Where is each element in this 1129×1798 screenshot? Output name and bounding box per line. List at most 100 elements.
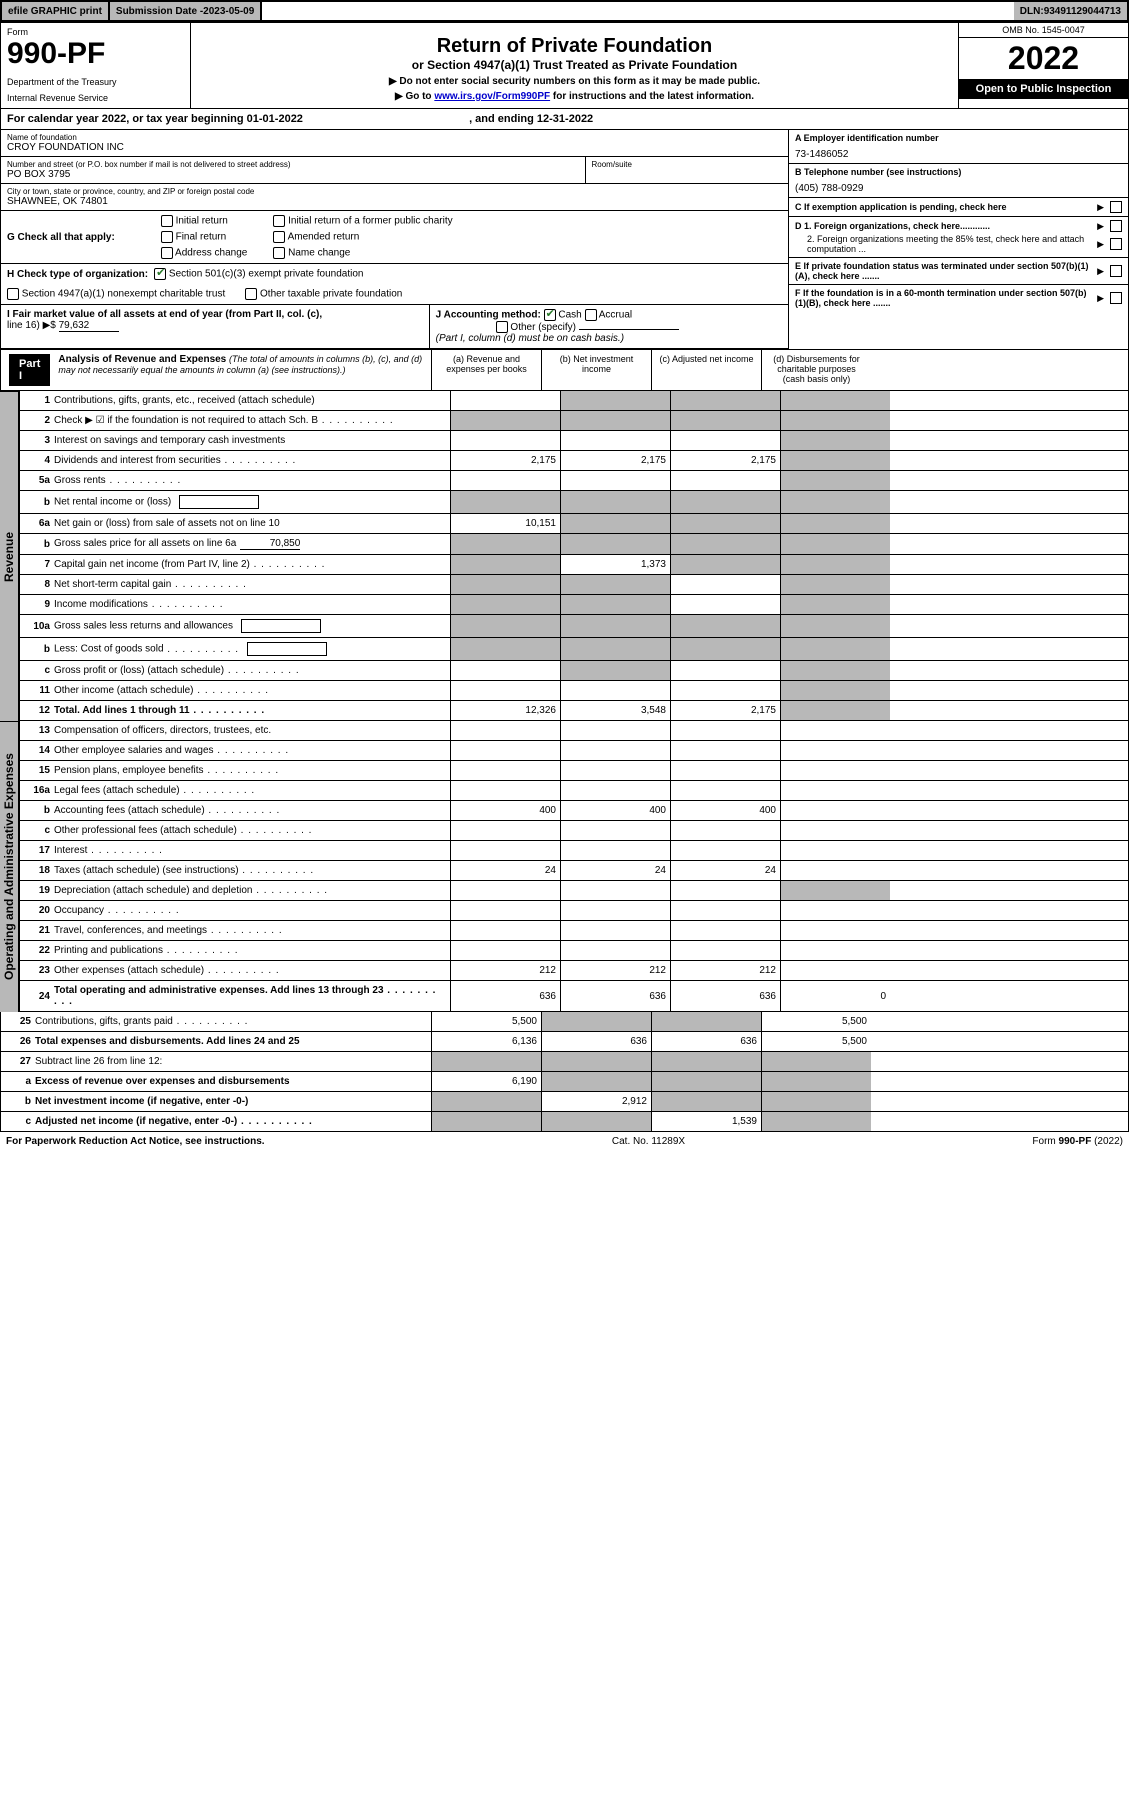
cb-accrual[interactable] — [585, 309, 597, 321]
addr-label: Number and street (or P.O. box number if… — [7, 160, 579, 169]
cb-60month[interactable] — [1110, 292, 1122, 304]
line-22: 22Printing and publications — [19, 941, 1129, 961]
cb-initial-former[interactable] — [273, 215, 285, 227]
cb-final-return[interactable] — [161, 231, 173, 243]
header-right: OMB No. 1545-0047 2022 Open to Public In… — [958, 23, 1128, 108]
dept-treasury: Department of the Treasury — [7, 77, 184, 87]
info-grid: Name of foundation CROY FOUNDATION INC N… — [0, 130, 1129, 350]
paperwork-notice: For Paperwork Reduction Act Notice, see … — [6, 1136, 265, 1147]
line-c: cAdjusted net income (if negative, enter… — [0, 1112, 1129, 1132]
col-d-header: (d) Disbursements for charitable purpose… — [761, 350, 871, 390]
g-label: G Check all that apply: — [7, 232, 115, 243]
line-14: 14Other employee salaries and wages — [19, 741, 1129, 761]
line-9: 9Income modifications — [19, 595, 1129, 615]
cb-amended-return[interactable] — [273, 231, 285, 243]
cb-foreign-org[interactable] — [1110, 220, 1122, 232]
part1-title: Analysis of Revenue and Expenses — [58, 354, 226, 365]
d2-label: 2. Foreign organizations meeting the 85%… — [795, 234, 1091, 254]
info-right: A Employer identification number 73-1486… — [788, 130, 1128, 349]
header-mid: Return of Private Foundation or Section … — [191, 23, 958, 108]
name-label: Name of foundation — [7, 133, 782, 142]
cb-name-change[interactable] — [273, 247, 285, 259]
irs-link[interactable]: www.irs.gov/Form990PF — [434, 91, 550, 102]
cb-4947[interactable] — [7, 288, 19, 300]
f-label: F If the foundation is in a 60-month ter… — [795, 288, 1091, 308]
header-left: Form 990-PF Department of the Treasury I… — [1, 23, 191, 108]
e-label: E If private foundation status was termi… — [795, 261, 1091, 281]
j-note: (Part I, column (d) must be on cash basi… — [436, 333, 624, 344]
topbar: efile GRAPHIC print Submission Date - 20… — [0, 0, 1129, 22]
foundation-name: CROY FOUNDATION INC — [7, 142, 782, 153]
cb-status-terminated[interactable] — [1110, 265, 1122, 277]
ij-row: I Fair market value of all assets at end… — [1, 305, 788, 349]
goto-note: ▶ Go to www.irs.gov/Form990PF for instru… — [203, 91, 946, 102]
line-b: bAccounting fees (attach schedule)400400… — [19, 801, 1129, 821]
line-19: 19Depreciation (attach schedule) and dep… — [19, 881, 1129, 901]
line-8: 8Net short-term capital gain — [19, 575, 1129, 595]
line-6a: 6aNet gain or (loss) from sale of assets… — [19, 514, 1129, 534]
cat-number: Cat. No. 11289X — [612, 1136, 685, 1147]
address: PO BOX 3795 — [7, 169, 579, 180]
line-11: 11Other income (attach schedule) — [19, 681, 1129, 701]
j-label: J Accounting method: — [436, 310, 541, 321]
ein-value: 73-1486052 — [795, 143, 1122, 160]
form-number: 990-PF — [7, 37, 184, 71]
irs-label: Internal Revenue Service — [7, 93, 184, 103]
i-fmv-value: 79,632 — [59, 320, 119, 332]
city-state-zip: SHAWNEE, OK 74801 — [7, 196, 782, 207]
expenses-section: Operating and Administrative Expenses 13… — [0, 721, 1129, 1012]
line-a: aExcess of revenue over expenses and dis… — [0, 1072, 1129, 1092]
cb-exemption-pending[interactable] — [1110, 201, 1122, 213]
ein-label: A Employer identification number — [795, 133, 1122, 143]
part1-label: Part I — [9, 354, 50, 386]
h-check-row: H Check type of organization: Section 50… — [1, 264, 788, 305]
line-7: 7Capital gain net income (from Part IV, … — [19, 555, 1129, 575]
tel-value: (405) 788-0929 — [795, 177, 1122, 194]
line-b: bGross sales price for all assets on lin… — [19, 534, 1129, 555]
form-subtitle: or Section 4947(a)(1) Trust Treated as P… — [203, 58, 946, 72]
line-18: 18Taxes (attach schedule) (see instructi… — [19, 861, 1129, 881]
c-label: C If exemption application is pending, c… — [795, 202, 1091, 212]
ssn-note: ▶ Do not enter social security numbers o… — [203, 76, 946, 87]
cb-501c3[interactable] — [154, 268, 166, 280]
info-left: Name of foundation CROY FOUNDATION INC N… — [1, 130, 788, 349]
cb-initial-return[interactable] — [161, 215, 173, 227]
line-15: 15Pension plans, employee benefits — [19, 761, 1129, 781]
efile-print: efile GRAPHIC print — [2, 2, 110, 20]
line-26: 26Total expenses and disbursements. Add … — [0, 1032, 1129, 1052]
i-label: I Fair market value of all assets at end… — [7, 309, 322, 320]
form-label: Form — [7, 27, 184, 37]
line-27: 27Subtract line 26 from line 12: — [0, 1052, 1129, 1072]
cb-other-taxable[interactable] — [245, 288, 257, 300]
line-25: 25Contributions, gifts, grants paid5,500… — [0, 1012, 1129, 1032]
i-line16: line 16) ▶$ — [7, 320, 59, 331]
room-label: Room/suite — [592, 160, 783, 169]
revenue-side-label: Revenue — [0, 391, 19, 721]
line-24: 24Total operating and administrative exp… — [19, 981, 1129, 1012]
line-23: 23Other expenses (attach schedule)212212… — [19, 961, 1129, 981]
line-2: 2Check ▶ ☑ if the foundation is not requ… — [19, 411, 1129, 431]
cb-85pct[interactable] — [1110, 238, 1122, 250]
omb-number: OMB No. 1545-0047 — [959, 23, 1128, 38]
line-c: cGross profit or (loss) (attach schedule… — [19, 661, 1129, 681]
topbar-spacer — [262, 2, 1013, 20]
cb-cash[interactable] — [544, 309, 556, 321]
line-4: 4Dividends and interest from securities2… — [19, 451, 1129, 471]
cb-address-change[interactable] — [161, 247, 173, 259]
line-20: 20Occupancy — [19, 901, 1129, 921]
part1-header-row: Part I Analysis of Revenue and Expenses … — [0, 350, 1129, 391]
cb-other-method[interactable] — [496, 321, 508, 333]
g-check-row: G Check all that apply: Initial return F… — [1, 211, 788, 264]
submission-date: Submission Date - 2023-05-09 — [110, 2, 262, 20]
line-16a: 16aLegal fees (attach schedule) — [19, 781, 1129, 801]
tel-label: B Telephone number (see instructions) — [795, 167, 1122, 177]
dln: DLN: 93491129044713 — [1014, 2, 1127, 20]
col-a-header: (a) Revenue and expenses per books — [431, 350, 541, 390]
line-3: 3Interest on savings and temporary cash … — [19, 431, 1129, 451]
line-b: bNet rental income or (loss) — [19, 491, 1129, 514]
line-13: 13Compensation of officers, directors, t… — [19, 721, 1129, 741]
line-12: 12Total. Add lines 1 through 1112,3263,5… — [19, 701, 1129, 721]
form-title: Return of Private Foundation — [203, 35, 946, 58]
revenue-section: Revenue 1Contributions, gifts, grants, e… — [0, 391, 1129, 721]
line-10a: 10aGross sales less returns and allowanc… — [19, 615, 1129, 638]
